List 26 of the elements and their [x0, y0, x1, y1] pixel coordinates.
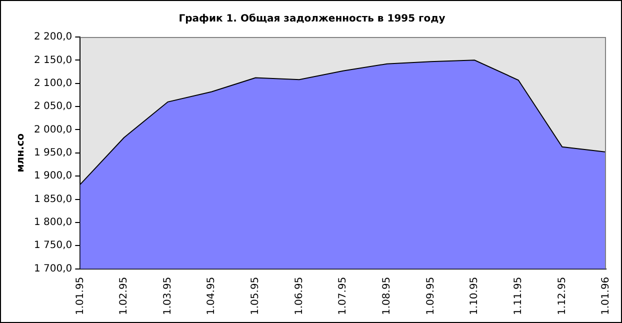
x-tick-label: 1.10.95: [469, 276, 480, 316]
y-tick-label: 1 700,0: [34, 263, 72, 274]
x-tick-label: 1.04.95: [206, 276, 218, 316]
y-tick-label: 1 750,0: [34, 240, 72, 252]
chart-title: График 1. Общая задолженность в 1995 году: [178, 14, 446, 25]
x-tick-label: 1.11.95: [512, 276, 524, 316]
y-tick-label: 1 800,0: [34, 217, 72, 228]
y-tick-label: 1 850,0: [34, 194, 72, 205]
x-tick-label: 1.01.95: [74, 276, 86, 316]
y-tick-label: 2 050,0: [34, 101, 72, 112]
y-tick-label: 2 200,0: [34, 32, 72, 43]
y-axis-title: млн.со: [16, 133, 27, 172]
x-tick-label: 1.08.95: [381, 276, 392, 316]
y-tick-label: 2 000,0: [34, 124, 72, 136]
x-tick-label: 1.07.95: [338, 276, 349, 316]
x-tick-label: 1.06.95: [294, 276, 305, 316]
y-tick-label: 2 100,0: [34, 78, 72, 89]
y-tick-label: 1 950,0: [34, 148, 72, 159]
x-tick-label: 1.09.95: [425, 276, 436, 316]
y-tick-label: 1 900,0: [34, 170, 72, 182]
x-tick-label: 1.02.95: [118, 276, 130, 316]
x-tick-label: 1.01.96: [600, 276, 612, 316]
x-tick-label: 1.03.95: [162, 276, 174, 316]
x-tick-label: 1.05.95: [250, 276, 262, 316]
y-tick-label: 2 150,0: [34, 54, 72, 66]
x-tick-label: 1.12.95: [556, 276, 568, 316]
